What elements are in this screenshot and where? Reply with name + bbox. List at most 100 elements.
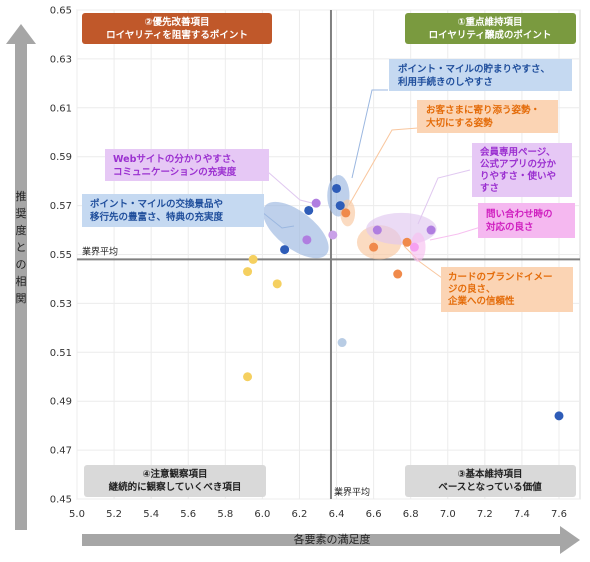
data-point	[304, 205, 314, 215]
annotation-member-page-line1: 会員専用ページ、	[480, 146, 556, 158]
data-point	[302, 235, 312, 245]
x-tick-label: 7.0	[440, 509, 456, 520]
y-axis-title-char: と	[16, 241, 27, 254]
quadrant-q2-box	[82, 13, 272, 44]
callout-line-staff-attitude	[348, 127, 419, 206]
y-tick-label: 0.59	[50, 152, 72, 163]
y-axis-title-char: 関	[16, 292, 27, 305]
data-point	[243, 267, 253, 277]
quadrant-label-q4: ④注意観察項目 継続的に観察していくべき項目	[84, 465, 266, 497]
annotation-point-mile-save-line1: ポイント・マイルの貯まりやすさ、	[398, 63, 550, 75]
quadrant-q3-line2: ベースとなっている価値	[438, 481, 542, 493]
x-tick-label: 6.8	[403, 509, 419, 520]
annotation-staff-attitude: お客さまに寄り添う姿勢・ 大切にする姿勢	[417, 100, 558, 133]
callout-line-web-site	[267, 171, 317, 205]
annotation-web-site-line1: Webサイトの分かりやすさ、	[113, 153, 241, 165]
quadrant-label-q1: ①重点維持項目 ロイヤリティ醸成のポイント	[405, 13, 576, 44]
group-highlight-ellipse	[262, 201, 329, 259]
annotation-inquiry-line1: 問い合わせ時の	[486, 208, 553, 220]
y-axis-arrow	[6, 24, 36, 530]
data-point	[369, 242, 379, 252]
data-point	[328, 230, 338, 240]
quadrant-q4-box	[84, 465, 266, 497]
x-tick-labels: 5.0 5.2 5.4 5.6 5.8 6.0 6.2 6.4 6.6 6.8 7.0 7.2 7.4 7…	[69, 509, 567, 520]
x-tick-label: 7.2	[477, 509, 493, 520]
annotation-staff-attitude-line2: 大切にする姿勢	[426, 117, 493, 129]
annotation-brand-image: カードのブランドイメー ジの良さ、 企業への信頼性	[441, 267, 573, 312]
y-tick-labels: 0.45 0.47 0.49 0.51 0.53 0.55 0.57 0.59 0.61 0.63…	[50, 6, 72, 506]
annotation-point-mile-save-box	[389, 59, 572, 91]
y-tick-label: 0.55	[50, 250, 72, 261]
annotation-point-mile-save-line2: 利用手続きのしやすさ	[397, 76, 493, 88]
callout-line-inquiry	[429, 225, 485, 241]
quadrant-q3-line1: ③基本維持項目	[457, 468, 522, 480]
quadrant-q3-box	[405, 465, 576, 497]
annotation-web-site: Webサイトの分かりやすさ、 コミュニケーションの充実度	[105, 149, 269, 181]
quadrant-label-q3: ③基本維持項目 ベースとなっている価値	[405, 465, 576, 497]
quadrant-q1-line1: ①重点維持項目	[457, 16, 522, 28]
data-point	[341, 208, 351, 218]
data-points	[243, 183, 564, 421]
callout-line-point-mile-save	[351, 89, 388, 179]
data-point	[402, 237, 412, 247]
data-point	[243, 372, 253, 382]
x-tick-label: 6.6	[366, 509, 382, 520]
data-point	[393, 269, 403, 279]
data-point	[426, 225, 436, 235]
data-point	[280, 245, 290, 255]
quadrant-q2-line1: ②優先改善項目	[144, 16, 209, 28]
annotation-brand-image-line2: ジの良さ、	[448, 283, 496, 295]
x-tick-label: 7.4	[514, 509, 530, 520]
y-tick-label: 0.51	[50, 348, 72, 359]
annotation-point-mile-save: ポイント・マイルの貯まりやすさ、 利用手続きのしやすさ	[389, 59, 572, 91]
annotation-web-site-box	[105, 149, 269, 181]
data-point	[554, 411, 564, 421]
y-tick-label: 0.63	[50, 54, 72, 65]
annotation-point-exchange-line2: 移行先の豊富さ、特典の充実度	[90, 211, 224, 223]
quadrant-q1-line2: ロイヤリティ醸成のポイント	[429, 29, 552, 41]
data-point	[311, 198, 321, 208]
annotation-inquiry-line2: 対応の良さ	[485, 221, 534, 233]
annotation-inquiry-box	[478, 203, 575, 238]
quadrant-label-q2: ②優先改善項目 ロイヤリティを阻害するポイント	[82, 13, 272, 44]
x-tick-label: 7.6	[551, 509, 567, 520]
y-tick-label: 0.45	[50, 495, 72, 506]
x-tick-label: 6.0	[254, 509, 270, 520]
industry-average-vertical-label: 業界平均	[334, 486, 370, 498]
data-point	[248, 254, 258, 264]
x-axis-title: 各要素の満足度	[294, 532, 371, 546]
annotation-inquiry: 問い合わせ時の 対応の良さ	[478, 203, 575, 238]
y-tick-label: 0.65	[50, 6, 72, 17]
y-axis-title-char: 相	[16, 275, 27, 288]
data-point	[335, 201, 345, 211]
annotation-member-page-line2: 公式アプリの分か	[480, 158, 557, 170]
annotation-brand-image-line1: カードのブランドイメー	[448, 271, 553, 283]
annotation-staff-attitude-line1: お客さまに寄り添う姿勢・	[426, 104, 540, 116]
y-tick-label: 0.49	[50, 397, 72, 408]
quadrant-q4-line2: 継続的に観察していくべき項目	[109, 481, 242, 493]
y-axis-title-char: 奨	[16, 206, 27, 220]
y-tick-label: 0.61	[50, 103, 72, 114]
quadrant-q2-line2: ロイヤリティを阻害するポイント	[106, 29, 248, 41]
annotation-brand-image-box	[441, 267, 573, 312]
annotation-web-site-line2: コミュニケーションの充実度	[113, 166, 237, 178]
quadrant-q1-box	[405, 13, 576, 44]
x-tick-label: 5.2	[106, 509, 122, 520]
y-axis-title-char: 度	[16, 223, 27, 237]
x-tick-label: 5.6	[180, 509, 196, 520]
y-tick-label: 0.57	[50, 201, 72, 212]
x-tick-label: 5.4	[143, 509, 159, 520]
y-axis-title-char: 推	[16, 189, 27, 203]
x-tick-label: 5.8	[217, 509, 233, 520]
annotation-brand-image-line3: 企業への信頼性	[447, 295, 515, 307]
callout-line-brand-image	[403, 245, 443, 279]
industry-average-horizontal-label: 業界平均	[82, 245, 118, 257]
data-point	[409, 242, 419, 252]
annotation-point-exchange: ポイント・マイルの交換景品や 移行先の豊富さ、特典の充実度	[82, 194, 264, 227]
annotation-member-page-box	[472, 143, 572, 197]
x-tick-label: 5.0	[69, 509, 85, 520]
data-point	[337, 338, 347, 348]
annotation-member-page-line4: すさ	[480, 183, 499, 194]
